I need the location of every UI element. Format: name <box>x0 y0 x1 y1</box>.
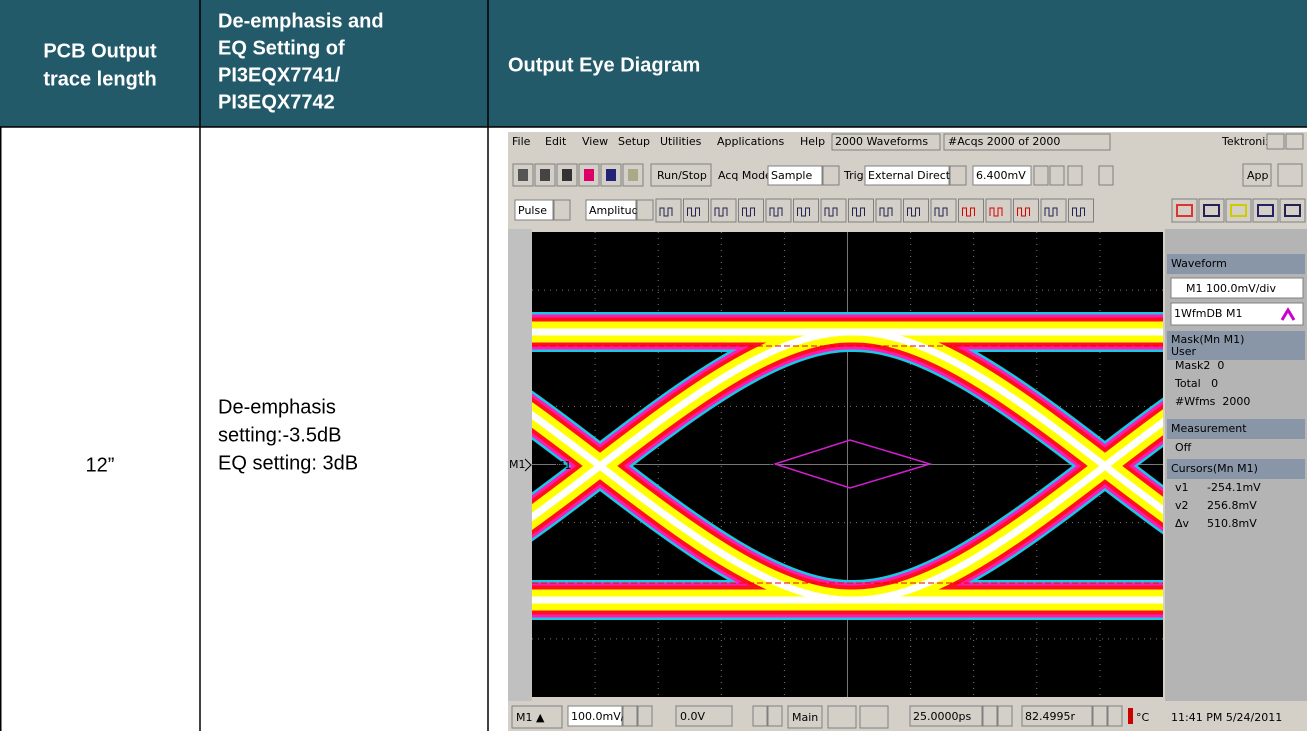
dropdown[interactable] <box>637 200 653 220</box>
page: PCB Output trace length De-emphasis and EQ … <box>0 0 1307 731</box>
spin-button[interactable] <box>1108 706 1122 726</box>
clock: 11:41 PM 5/24/2011 <box>1171 711 1282 724</box>
icon-glyph <box>628 169 638 181</box>
input-value[interactable]: 6.400mV <box>976 169 1026 182</box>
cursor-label: v2 <box>1175 499 1189 512</box>
field-value: 0.0V <box>680 710 705 723</box>
view-icon[interactable] <box>1280 199 1305 222</box>
view-icon[interactable] <box>1199 199 1224 222</box>
icon-glyph <box>540 169 550 181</box>
spin-button[interactable] <box>998 706 1012 726</box>
select-value[interactable]: External Direct <box>868 169 951 182</box>
cursor-value: -254.1mV <box>1207 481 1261 494</box>
setting-text: EQ setting: 3dB <box>218 452 358 474</box>
setting-text: De-emphasis <box>218 396 336 418</box>
column-header: EQ Setting of <box>218 37 345 59</box>
trace-length: 12” <box>86 454 115 476</box>
field-value[interactable]: 100.0mV/ <box>571 710 625 723</box>
spin-button[interactable] <box>753 706 767 726</box>
cursor-value: 510.8mV <box>1207 517 1257 530</box>
dropdown[interactable] <box>950 166 966 185</box>
window-button[interactable] <box>1267 134 1284 149</box>
cursor-label: v1 <box>1175 481 1189 494</box>
icon-glyph <box>606 169 616 181</box>
field-value: 82.4995r <box>1025 710 1075 723</box>
spin-button[interactable] <box>1050 166 1064 185</box>
label: Trig <box>843 169 864 182</box>
panel-value[interactable]: M1 100.0mV/div <box>1186 282 1276 295</box>
dropdown[interactable] <box>554 200 570 220</box>
column-header: Output Eye Diagram <box>508 54 700 76</box>
select-value[interactable]: Sample <box>771 169 812 182</box>
menu-item[interactable]: Setup <box>618 135 650 148</box>
icon-glyph <box>518 169 528 181</box>
icon-glyph <box>584 169 594 181</box>
icon-glyph <box>562 169 572 181</box>
column-header: PI3EQX7742 <box>218 91 335 113</box>
button-label[interactable]: Run/Stop <box>657 169 707 182</box>
panel-title: Waveform <box>1171 257 1227 270</box>
button-label[interactable]: M1 ▲ <box>516 711 545 724</box>
view-icon[interactable] <box>1226 199 1251 222</box>
spin-button[interactable] <box>1068 166 1082 185</box>
status: #Acqs 2000 of 2000 <box>948 135 1060 148</box>
timebase-label: 25.00ps/div <box>1096 680 1161 693</box>
menu-item[interactable]: Help <box>800 135 825 148</box>
mask-stat: Total 0 <box>1174 377 1218 390</box>
spin-button[interactable] <box>983 706 997 726</box>
column-header: PCB Output <box>43 40 157 62</box>
zoom-button[interactable] <box>828 706 856 728</box>
mask-stat: Mask2 0 <box>1175 359 1224 372</box>
spin-button[interactable] <box>1034 166 1048 185</box>
thermometer <box>1128 708 1133 724</box>
column-header: De-emphasis and <box>218 10 384 32</box>
menu-item[interactable]: File <box>512 135 531 148</box>
help-button[interactable] <box>1278 164 1302 186</box>
field-value: 25.0000ps <box>913 710 971 723</box>
column-header: trace length <box>43 68 156 90</box>
panel-subtitle: User <box>1171 345 1197 358</box>
spin-button[interactable] <box>1093 706 1107 726</box>
mask-stat: #Wfms 2000 <box>1175 395 1250 408</box>
spin-button[interactable] <box>623 706 637 726</box>
scale-label: 500.0mV <box>536 236 586 249</box>
temp-label: °C <box>1136 711 1150 724</box>
window-button[interactable] <box>1286 134 1303 149</box>
menu-item[interactable]: Applications <box>717 135 784 148</box>
button-label[interactable]: App <box>1247 169 1269 182</box>
spin-button[interactable] <box>1099 166 1113 185</box>
menu-item[interactable]: Utilities <box>660 135 702 148</box>
panel-value[interactable]: 1WfmDB M1 <box>1174 307 1242 320</box>
status: 2000 Waveforms <box>835 135 928 148</box>
mask-label: 2 <box>769 461 776 474</box>
zoom-button[interactable] <box>860 706 888 728</box>
cursor-value: 256.8mV <box>1207 499 1257 512</box>
view-icon[interactable] <box>1253 199 1278 222</box>
cursor-label: Δv <box>1175 517 1190 530</box>
panel-value: Off <box>1175 441 1192 454</box>
view-icon[interactable] <box>1172 199 1197 222</box>
channel-marker: M1 <box>555 459 572 472</box>
select-value[interactable]: Pulse <box>518 204 547 217</box>
brand: Tektronix <box>1221 135 1272 148</box>
menu-item[interactable]: View <box>582 135 608 148</box>
label: Acq Mode <box>718 169 772 182</box>
setting-text: setting:-3.5dB <box>218 424 341 446</box>
scale-label: -500.0mV <box>536 680 590 693</box>
column-header: PI3EQX7741/ <box>218 64 341 86</box>
channel-label: M1 <box>509 458 526 471</box>
menu-item[interactable]: Edit <box>545 135 567 148</box>
spin-button[interactable] <box>638 706 652 726</box>
panel-title: Cursors(Mn M1) <box>1171 462 1258 475</box>
button-label[interactable]: Main <box>792 711 818 724</box>
spin-button[interactable] <box>768 706 782 726</box>
dropdown[interactable] <box>823 166 839 185</box>
panel-title: Measurement <box>1171 422 1247 435</box>
